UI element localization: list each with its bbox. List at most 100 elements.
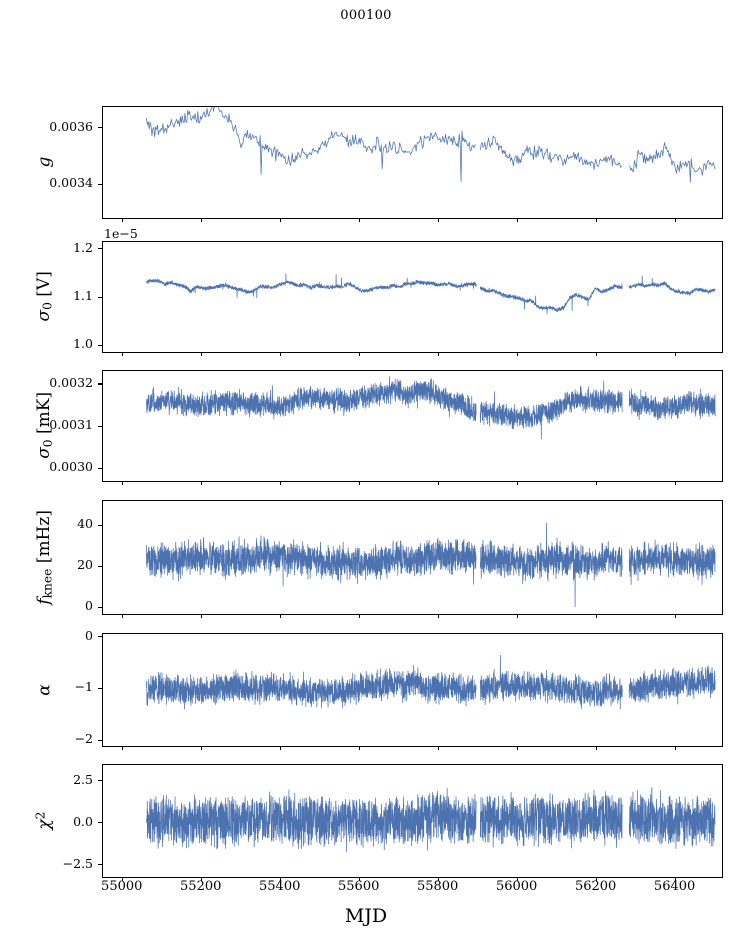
y-axis-label-sigma0-volts: σ0 [V] xyxy=(33,271,55,322)
y-tick-mark-gain-0 xyxy=(98,183,102,186)
x-tick-mark-p1-1 xyxy=(200,352,202,356)
y-tick-mark-gain-1 xyxy=(98,127,102,129)
x-tick-mark-p3-4 xyxy=(437,614,439,618)
plot-area-sigma0-millikelvin xyxy=(103,371,722,481)
plot-area-f-knee xyxy=(103,501,722,614)
y-tick-mark-alpha-0 xyxy=(98,636,102,638)
x-tick-mark-p4-0 xyxy=(121,746,123,750)
plot-panel-gain xyxy=(102,106,723,219)
y-axis-label-gain: g xyxy=(33,156,54,168)
x-tick-mark-p5-4 xyxy=(437,877,439,881)
y-tick-label-sigma0-millikelvin-2: 0.0032 xyxy=(49,374,93,390)
x-tick-mark-p2-0 xyxy=(121,481,123,485)
x-tick-mark-p3-2 xyxy=(279,614,281,618)
y-tick-mark-chi-squared-1 xyxy=(98,822,102,824)
y-tick-label-chi-squared-0: 2.5 xyxy=(73,771,93,787)
y-tick-mark-f-knee-0 xyxy=(98,606,102,608)
y-tick-mark-sigma0-millikelvin-0 xyxy=(98,467,102,469)
x-axis-label: MJD xyxy=(344,905,388,927)
x-tick-mark-p2-7 xyxy=(674,481,676,485)
plot-panel-alpha xyxy=(102,633,723,747)
x-tick-mark-p4-2 xyxy=(279,746,281,750)
y-tick-label-sigma0-volts-0: 1.0 xyxy=(73,336,93,352)
x-tick-mark-p2-2 xyxy=(279,481,281,485)
y-tick-mark-f-knee-1 xyxy=(98,565,102,567)
y-axis-label-sigma0-millikelvin: σ0 [mK] xyxy=(33,391,55,459)
y-tick-label-alpha-2: −2 xyxy=(74,731,93,747)
x-tick-label-4: 55800 xyxy=(416,879,459,894)
x-tick-mark-p5-5 xyxy=(516,877,518,881)
y-tick-mark-sigma0-millikelvin-2 xyxy=(98,383,102,385)
x-tick-mark-p0-6 xyxy=(595,218,597,222)
x-tick-mark-p0-3 xyxy=(358,218,360,222)
series-canvas-sigma0-volts xyxy=(103,242,722,352)
y-tick-mark-chi-squared-0 xyxy=(98,780,102,782)
x-tick-mark-p2-3 xyxy=(358,481,360,485)
x-tick-mark-p1-7 xyxy=(674,352,676,356)
plot-panel-chi-squared xyxy=(102,764,723,878)
x-tick-mark-p5-7 xyxy=(674,877,676,881)
x-tick-mark-p3-5 xyxy=(516,614,518,618)
y-tick-mark-sigma0-volts-2 xyxy=(98,248,102,250)
y-tick-label-gain-1: 0.0036 xyxy=(49,118,93,134)
x-tick-mark-p1-6 xyxy=(595,352,597,356)
y-axis-label-f-knee: fknee [mHz] xyxy=(33,509,55,605)
x-tick-mark-p2-5 xyxy=(516,481,518,485)
x-tick-mark-p1-2 xyxy=(279,352,281,356)
y-tick-label-f-knee-1: 20 xyxy=(77,557,93,573)
x-tick-mark-p4-7 xyxy=(674,746,676,750)
x-tick-mark-p4-5 xyxy=(516,746,518,750)
x-tick-mark-p4-6 xyxy=(595,746,597,750)
x-tick-mark-p1-0 xyxy=(121,352,123,356)
series-canvas-gain xyxy=(103,107,722,218)
y-tick-mark-alpha-1 xyxy=(98,687,102,690)
x-tick-mark-p0-7 xyxy=(674,218,676,222)
y-tick-label-chi-squared-2: −2.5 xyxy=(62,855,93,871)
x-tick-mark-p0-1 xyxy=(200,218,202,222)
y-tick-mark-f-knee-2 xyxy=(98,524,102,526)
x-tick-label-6: 56200 xyxy=(574,879,617,894)
plot-panel-f-knee xyxy=(102,500,723,615)
x-tick-label-2: 55400 xyxy=(259,879,301,894)
y-tick-label-sigma0-millikelvin-1: 0.0031 xyxy=(49,417,93,432)
y-tick-mark-sigma0-millikelvin-1 xyxy=(98,425,102,427)
x-tick-mark-p3-3 xyxy=(358,614,360,618)
plot-panel-sigma0-millikelvin xyxy=(102,370,723,482)
plot-area-sigma0-volts xyxy=(103,242,722,352)
y-axis-offset-text-sigma0-volts: 1e−5 xyxy=(104,226,138,241)
x-tick-mark-p3-0 xyxy=(121,614,123,618)
x-tick-mark-p1-3 xyxy=(358,352,360,356)
x-tick-mark-p1-4 xyxy=(437,352,439,356)
x-tick-mark-p4-3 xyxy=(358,746,360,750)
y-tick-label-sigma0-millikelvin-0: 0.0030 xyxy=(49,459,93,475)
x-tick-label-0: 55000 xyxy=(101,879,143,894)
x-tick-mark-p2-6 xyxy=(595,481,597,485)
x-tick-mark-p3-1 xyxy=(200,614,202,618)
x-tick-mark-p0-4 xyxy=(437,218,439,222)
x-tick-mark-p4-1 xyxy=(200,746,202,750)
y-tick-label-alpha-1: −1 xyxy=(74,679,93,695)
y-tick-label-chi-squared-1: 0.0 xyxy=(73,813,93,829)
figure-title: 000100 xyxy=(340,8,392,23)
x-tick-mark-p5-6 xyxy=(595,877,597,881)
y-tick-mark-alpha-2 xyxy=(98,739,102,741)
y-tick-mark-chi-squared-2 xyxy=(98,864,102,866)
plot-area-alpha xyxy=(103,634,722,746)
y-tick-mark-sigma0-volts-0 xyxy=(98,344,102,346)
y-axis-label-chi-squared: χ2 xyxy=(33,811,55,830)
x-tick-mark-p1-5 xyxy=(516,352,518,356)
plot-area-gain xyxy=(103,107,722,218)
x-tick-label-3: 55600 xyxy=(338,879,380,894)
y-tick-label-sigma0-volts-2: 1.2 xyxy=(73,239,93,255)
y-tick-label-gain-0: 0.0034 xyxy=(49,175,93,191)
y-tick-mark-sigma0-volts-1 xyxy=(98,296,102,298)
x-tick-mark-p0-2 xyxy=(279,218,281,222)
x-tick-mark-p3-6 xyxy=(595,614,597,618)
x-tick-mark-p2-1 xyxy=(200,481,202,485)
plot-area-chi-squared xyxy=(103,765,722,877)
x-tick-mark-p5-3 xyxy=(358,877,360,881)
x-tick-mark-p5-2 xyxy=(279,877,281,881)
x-tick-mark-p4-4 xyxy=(437,746,439,750)
series-canvas-alpha xyxy=(103,634,722,746)
